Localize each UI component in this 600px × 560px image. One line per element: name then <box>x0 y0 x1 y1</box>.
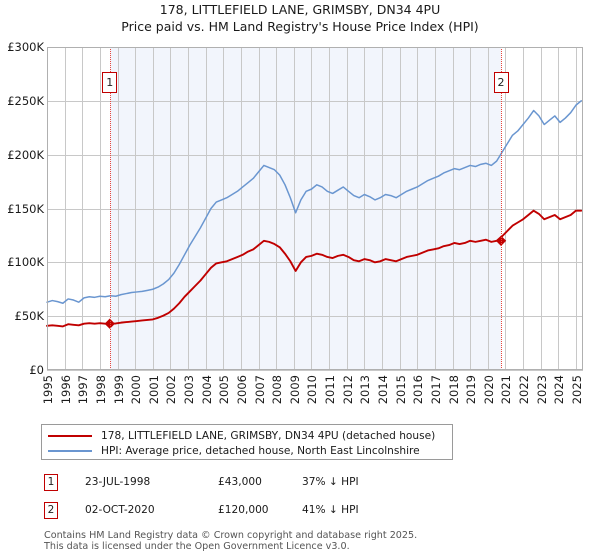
event-price-1: £43,000 <box>218 476 262 488</box>
x-tick-label: 2007 <box>252 375 267 405</box>
x-tick-label: 2022 <box>517 375 532 405</box>
y-tick-label: £0 <box>29 363 44 377</box>
event-delta-1: 37% ↓ HPI <box>302 476 359 488</box>
event-date-2: 02-OCT-2020 <box>85 504 155 516</box>
event-delta-2: 41% ↓ HPI <box>302 504 359 516</box>
y-tick-label: £50K <box>14 309 45 324</box>
footer-line-1: Contains HM Land Registry data © Crown c… <box>44 530 418 541</box>
x-tick-label: 1999 <box>111 375 126 405</box>
x-tick-label: 2002 <box>164 375 179 405</box>
x-tick-label: 2006 <box>234 375 249 405</box>
grid-line-horizontal <box>47 262 583 264</box>
x-tick-label: 2010 <box>305 375 320 405</box>
x-tick-label: 2001 <box>146 375 161 405</box>
x-tick-label: 2008 <box>270 375 285 405</box>
event-label-box-2[interactable]: 2 <box>493 72 509 93</box>
series-lines <box>46 100 583 329</box>
x-tick-label: 2017 <box>428 375 443 405</box>
event-row-1: 1 23-JUL-1998 £43,000 37% ↓ HPI <box>44 472 474 492</box>
x-tick-label: 2020 <box>481 375 496 405</box>
y-tick-label: £150K <box>7 201 44 216</box>
y-tick-label: £200K <box>7 147 44 162</box>
y-tick-label: £250K <box>7 93 44 108</box>
x-tick-label: 2000 <box>129 375 144 405</box>
legend-item-hpi: HPI: Average price, detached house, Nort… <box>48 444 446 457</box>
x-tick-label: 2018 <box>446 375 461 405</box>
x-tick-label: 2024 <box>552 375 567 405</box>
x-tick-label: 2004 <box>199 375 214 405</box>
chart-subtitle: Price paid vs. HM Land Registry's House … <box>121 19 479 34</box>
x-tick-label: 2021 <box>499 375 514 405</box>
grid-line-horizontal <box>47 154 583 156</box>
y-tick-label: £100K <box>7 255 44 270</box>
footer-licence: Contains HM Land Registry data © Crown c… <box>44 530 584 552</box>
page-title: 178, LITTLEFIELD LANE, GRIMSBY, DN34 4PU <box>159 2 441 17</box>
x-tick-label: 2005 <box>217 375 232 405</box>
y-tick-label: £300K <box>7 40 44 54</box>
chart-legend: 178, LITTLEFIELD LANE, GRIMSBY, DN34 4PU… <box>41 424 453 460</box>
event-price-2: £120,000 <box>218 504 269 516</box>
event-label-box-1[interactable]: 1 <box>102 72 118 93</box>
grid-line-horizontal <box>47 100 583 102</box>
event-badge-2: 2 <box>44 501 58 519</box>
grid-line-horizontal <box>47 208 583 210</box>
x-tick-label: 2014 <box>376 375 390 405</box>
x-tick-label: 2003 <box>182 375 197 405</box>
event-vline-1 <box>109 47 111 370</box>
x-tick-label: 1997 <box>76 375 91 405</box>
event-date-1: 23-JUL-1998 <box>85 476 151 488</box>
footer-line-2: This data is licensed under the Open Gov… <box>44 541 350 552</box>
x-tick-label: 1998 <box>93 375 108 405</box>
x-tick-label: 1996 <box>58 375 73 405</box>
x-tick-label: 2013 <box>358 375 373 405</box>
price-paid-line <box>46 209 583 328</box>
x-tick-label: 2025 <box>569 375 584 405</box>
hpi-line <box>46 100 582 304</box>
legend-item-price-paid: 178, LITTLEFIELD LANE, GRIMSBY, DN34 4PU… <box>48 429 446 442</box>
chart-title-block: 178, LITTLEFIELD LANE, GRIMSBY, DN34 4PU… <box>0 2 600 35</box>
x-tick-label: 2009 <box>287 375 302 405</box>
x-tick-label: 1995 <box>41 375 55 405</box>
x-tick-label: 2015 <box>393 375 408 405</box>
legend-label-hpi: HPI: Average price, detached house, Nort… <box>101 444 420 457</box>
x-tick-label: 2016 <box>411 375 426 405</box>
grid-line-horizontal <box>47 316 583 318</box>
event-vline-2 <box>501 47 502 370</box>
x-tick-label: 2012 <box>340 375 355 405</box>
x-tick-label: 2011 <box>323 375 338 405</box>
x-tick-label: 2019 <box>464 375 479 405</box>
x-tick-label: 2023 <box>534 375 549 405</box>
event-badge-1: 1 <box>44 473 58 491</box>
legend-label-price-paid: 178, LITTLEFIELD LANE, GRIMSBY, DN34 4PU… <box>101 429 436 442</box>
event-row-2: 2 02-OCT-2020 £120,000 41% ↓ HPI <box>44 500 474 520</box>
legend-swatch-hpi <box>48 449 92 452</box>
legend-swatch-price-paid <box>48 434 92 437</box>
grid-line-horizontal <box>47 370 583 371</box>
